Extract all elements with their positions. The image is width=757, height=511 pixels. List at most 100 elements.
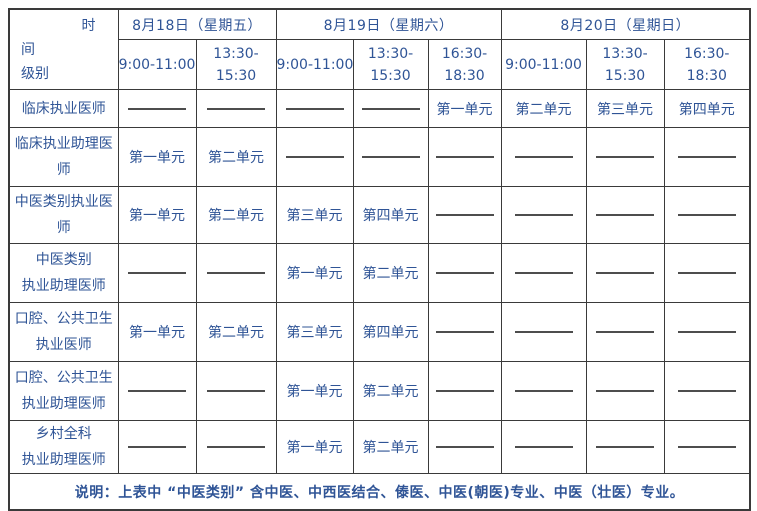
- schedule-cell: [195, 420, 277, 474]
- schedule-cell: [585, 243, 665, 303]
- schedule-cell: 第二单元: [352, 420, 429, 474]
- schedule-cell-value: 第一单元: [129, 208, 185, 224]
- schedule-cell-value: [435, 446, 494, 448]
- schedule-cell: [195, 243, 277, 303]
- row-label-cell: 中医类别 执业助理医师: [8, 243, 119, 303]
- schedule-cell: [427, 127, 502, 187]
- schedule-cell: 第二单元: [500, 89, 587, 128]
- schedule-cell-value: 第一单元: [129, 150, 185, 166]
- schedule-cell-value: [285, 107, 344, 110]
- schedule-cell-value: [435, 272, 494, 274]
- note-row: 说明：上表中 “中医类别” 含中医、中西医结合、傣医、中医(朝医)专业、中医（壮…: [8, 473, 751, 511]
- schedule-cell: 第一单元: [275, 420, 354, 474]
- schedule-cell: [427, 243, 502, 303]
- schedule-cell: [275, 127, 354, 187]
- schedule-cell: 第二单元: [195, 186, 277, 244]
- schedule-cell-value: 第一单元: [436, 101, 493, 118]
- schedule-cell: [427, 361, 502, 421]
- schedule-cell-value: 第四单元: [362, 208, 419, 224]
- row-label-cell: 临床执业医师: [8, 89, 119, 128]
- schedule-cell-value: 第三单元: [286, 325, 343, 341]
- time-header-cell: 13:30- 15:30: [352, 39, 429, 90]
- schedule-cell-value: 第二单元: [362, 384, 419, 400]
- schedule-cell: [500, 361, 587, 421]
- table-row: 口腔、公共卫生 执业医师 第一单元 第二单元 第三单元 第四单元: [8, 302, 751, 362]
- schedule-cell: 第一单元: [117, 302, 197, 362]
- schedule-cell-value: 第二单元: [362, 440, 419, 456]
- schedule-cell-value: 第四单元: [678, 101, 735, 118]
- schedule-cell: [663, 186, 751, 244]
- schedule-cell: 第四单元: [663, 89, 751, 128]
- schedule-cell-value: [128, 446, 186, 448]
- schedule-cell-value: [596, 156, 655, 158]
- schedule-cell-value: [677, 156, 736, 158]
- schedule-cell-value: 第四单元: [362, 325, 419, 341]
- schedule-cell-value: [514, 331, 573, 333]
- schedule-cell: [117, 420, 197, 474]
- schedule-cell-value: [596, 331, 655, 333]
- schedule-cell: [500, 420, 587, 474]
- schedule-cell: [585, 127, 665, 187]
- schedule-cell: 第三单元: [275, 302, 354, 362]
- schedule-cell-value: 第二单元: [208, 208, 264, 224]
- schedule-cell-value: [514, 214, 573, 216]
- header-row-times: 9:00-11:00 13:30- 15:30 9:00-11:00 13:30…: [9, 39, 751, 90]
- time-header-cell: 9:00-11:00: [500, 39, 587, 90]
- schedule-cell-value: [207, 446, 265, 448]
- schedule-cell: 第三单元: [585, 89, 665, 128]
- schedule-cell: [427, 302, 502, 362]
- schedule-cell: [585, 361, 665, 421]
- corner-label-time-2: 间: [21, 41, 35, 58]
- schedule-cell: 第二单元: [352, 361, 429, 421]
- date-header-aug19: 8月19日（星期六）: [275, 8, 502, 40]
- table-row: 中医类别执业医 师 第一单元 第二单元 第三单元 第四单元: [8, 186, 751, 244]
- schedule-cell: 第二单元: [352, 243, 429, 303]
- schedule-cell: 第二单元: [195, 302, 277, 362]
- schedule-cell: [585, 302, 665, 362]
- schedule-cell-value: [128, 390, 186, 392]
- date-header-aug20: 8月20日（星期日）: [500, 8, 751, 40]
- time-header-cell: 9:00-11:00: [275, 39, 354, 90]
- schedule-cell-value: 第二单元: [362, 266, 419, 282]
- schedule-cell: [585, 186, 665, 244]
- schedule-cell-value: [596, 446, 655, 448]
- schedule-cell-value: 第二单元: [208, 150, 264, 166]
- schedule-cell: [500, 186, 587, 244]
- schedule-cell: [500, 302, 587, 362]
- time-header-cell: 16:30- 18:30: [427, 39, 502, 90]
- schedule-cell-value: 第三单元: [286, 208, 343, 224]
- row-label-cell: 口腔、公共卫生 执业医师: [8, 302, 119, 362]
- schedule-cell-value: [207, 390, 265, 392]
- schedule-cell: 第一单元: [427, 89, 502, 128]
- schedule-cell-value: [677, 214, 736, 216]
- schedule-cell-value: [677, 390, 736, 392]
- schedule-cell: 第二单元: [195, 127, 277, 187]
- schedule-cell-value: [514, 272, 573, 274]
- table-row: 口腔、公共卫生 执业助理医师 第一单元 第二单元: [8, 361, 751, 421]
- schedule-cell: [352, 89, 429, 128]
- schedule-cell-value: 第一单元: [286, 266, 343, 282]
- table-row: 中医类别 执业助理医师 第一单元 第二单元: [8, 243, 751, 303]
- table-row: 乡村全科 执业助理医师 第一单元 第二单元: [8, 420, 751, 474]
- exam-schedule-table: 时 间 级别 8月18日（星期五） 8月19日（星期六） 8月20日（星期日） …: [8, 8, 752, 511]
- schedule-cell-value: [596, 214, 655, 216]
- schedule-cell-value: [128, 272, 186, 274]
- schedule-cell: [117, 361, 197, 421]
- schedule-cell-value: [207, 107, 265, 110]
- schedule-cell: 第一单元: [117, 186, 197, 244]
- table-row: 临床执业助理医 师 第一单元 第二单元: [8, 127, 751, 187]
- schedule-cell: 第四单元: [352, 186, 429, 244]
- row-label-cell: 乡村全科 执业助理医师: [8, 420, 119, 474]
- corner-label-time-1: 时: [81, 17, 96, 34]
- row-label-cell: 临床执业助理医 师: [8, 127, 119, 187]
- time-header-cell: 13:30- 15:30: [585, 39, 665, 90]
- corner-inner: 时 间 级别: [10, 11, 117, 89]
- schedule-cell: [500, 243, 587, 303]
- schedule-cell-value: [514, 156, 573, 158]
- schedule-cell-value: [514, 390, 573, 392]
- schedule-cell-value: [596, 272, 655, 274]
- date-header-aug18: 8月18日（星期五）: [117, 8, 277, 40]
- time-header-cell: 16:30- 18:30: [663, 39, 751, 90]
- schedule-cell-value: 第三单元: [597, 101, 654, 118]
